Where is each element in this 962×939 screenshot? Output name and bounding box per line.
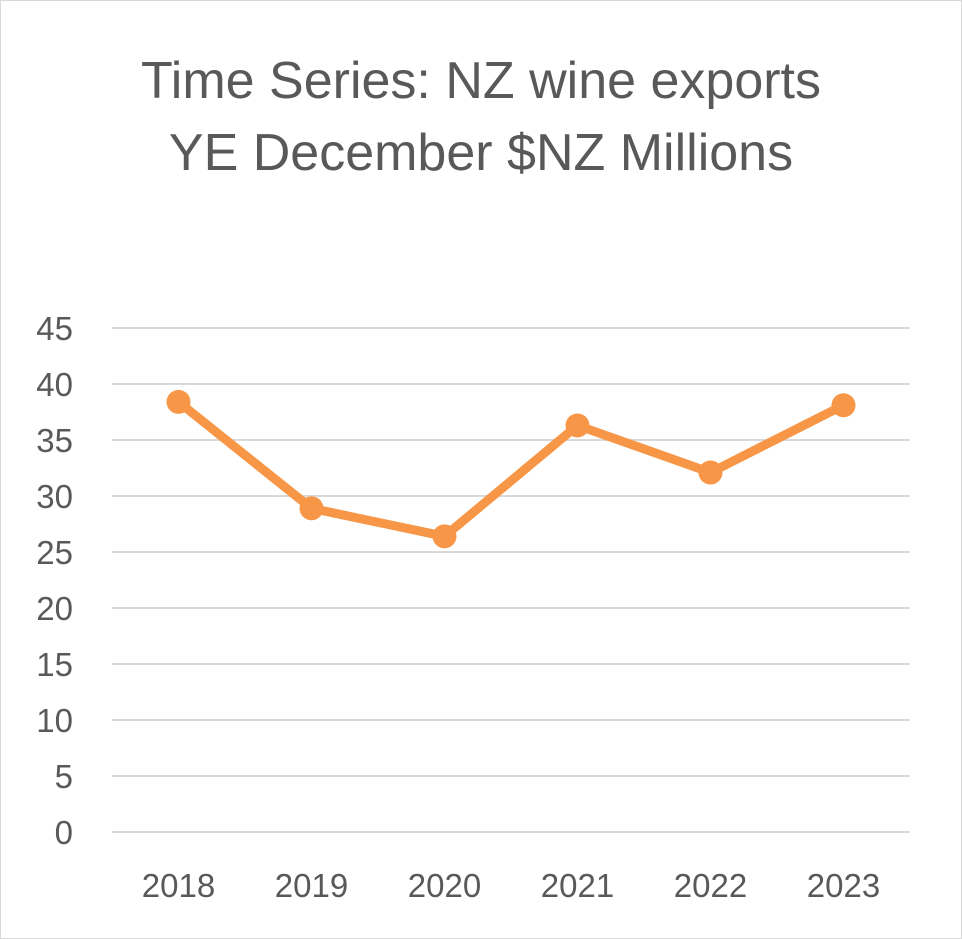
data-point — [432, 524, 457, 549]
y-tick-label: 5 — [55, 758, 73, 795]
series-line — [174, 397, 848, 541]
x-tick-label: 2020 — [408, 867, 481, 904]
y-tick-label: 10 — [36, 702, 73, 739]
x-tick-label: 2021 — [541, 867, 614, 904]
data-point — [831, 393, 856, 418]
x-tick-label: 2018 — [142, 867, 215, 904]
y-tick-label: 15 — [36, 646, 73, 683]
y-tick-label: 30 — [36, 478, 73, 515]
y-tick-label: 40 — [36, 366, 73, 403]
data-point — [565, 413, 590, 438]
y-axis-ticks: 0 5 10 15 20 25 30 35 40 45 — [36, 310, 73, 851]
chart-title: Time Series: NZ wine exports YE December… — [140, 52, 822, 182]
y-tick-label: 35 — [36, 422, 73, 459]
series-layer — [166, 389, 856, 549]
y-tick-label: 45 — [36, 310, 73, 347]
y-tick-label: 25 — [36, 534, 73, 571]
x-tick-label: 2023 — [807, 867, 880, 904]
data-point — [299, 496, 324, 521]
y-tick-label: 0 — [55, 814, 73, 851]
data-point — [166, 389, 191, 414]
x-tick-label: 2019 — [275, 867, 348, 904]
gridlines — [112, 327, 910, 833]
x-tick-label: 2022 — [674, 867, 747, 904]
y-tick-label: 20 — [36, 590, 73, 627]
x-axis-ticks: 2018 2019 2020 2021 2022 2023 — [142, 867, 880, 904]
data-point — [698, 460, 723, 485]
